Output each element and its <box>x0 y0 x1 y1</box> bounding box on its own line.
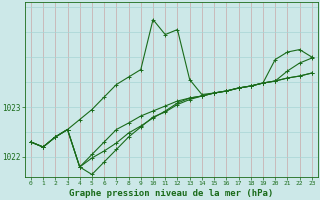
X-axis label: Graphe pression niveau de la mer (hPa): Graphe pression niveau de la mer (hPa) <box>69 189 274 198</box>
